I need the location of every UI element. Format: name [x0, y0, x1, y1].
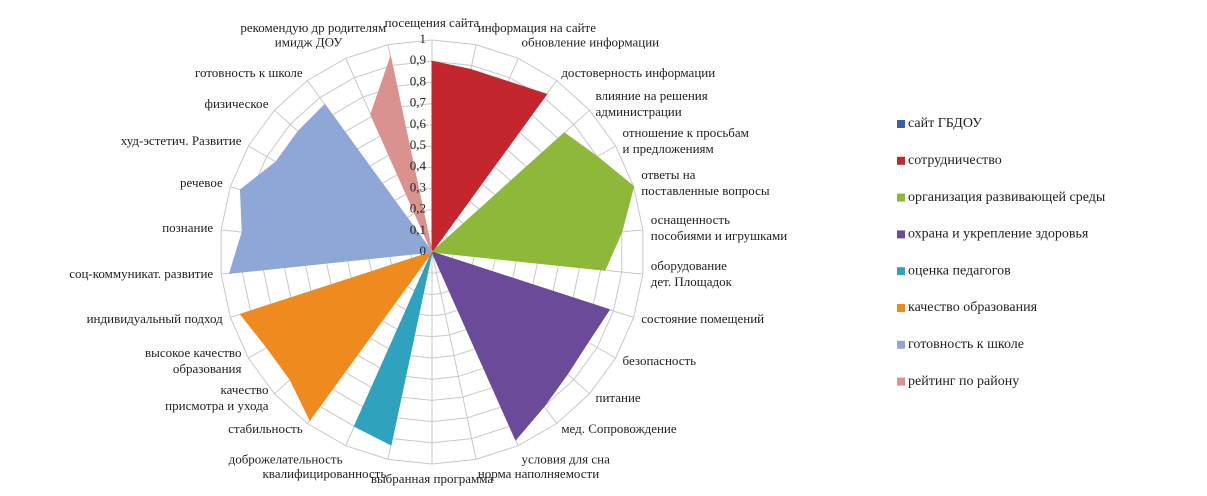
r-tick-label: 1 [420, 31, 427, 46]
label-line: оснащенность [651, 212, 730, 227]
label-line: поставленные вопросы [641, 183, 770, 198]
grid-spoke [431, 251, 477, 460]
r-tick-label: 0,1 [410, 222, 426, 237]
category-label: худ-эстетич. Развитие [121, 133, 242, 148]
r-tick-label: 0,2 [410, 201, 426, 216]
legend-swatch [897, 340, 905, 349]
label-line: влияние на решения [595, 88, 707, 103]
r-tick-label: 0,5 [410, 137, 426, 152]
category-label: рекомендую др родителям [240, 20, 386, 35]
legend-swatch [897, 304, 905, 312]
series-area [430, 132, 635, 271]
legend-label: готовность к школе [908, 337, 1024, 352]
category-label: познание [162, 220, 213, 235]
category-label: соц-коммуникат. развитие [69, 266, 213, 281]
category-label: состояние помещений [641, 311, 764, 326]
series-area [431, 251, 611, 441]
category-label: обновление информации [521, 35, 659, 50]
category-label: питание [595, 390, 640, 405]
legend-label: организация развивающей среды [908, 190, 1106, 205]
series-area [228, 103, 433, 274]
category-label: достоверность информации [561, 65, 715, 80]
category-label: норма наполняемости [478, 466, 599, 481]
label-line: администрации [595, 104, 681, 119]
category-label: ответы на поставленные вопросы [641, 167, 770, 198]
series-area [239, 251, 434, 422]
label-line: качество [220, 382, 268, 397]
category-label: посещения сайта [385, 15, 480, 30]
category-label: информация на сайте [478, 20, 597, 35]
r-tick-label: 0,9 [410, 52, 426, 67]
legend-label: рейтинг по району [908, 374, 1019, 389]
legend-label: охрана и укрепление здоровья [908, 227, 1089, 242]
category-label: выбранная программа [371, 471, 494, 486]
label-line: оборудование [651, 258, 727, 273]
r-tick-label: 0,3 [410, 179, 426, 194]
label-line: образования [173, 361, 242, 376]
legend-swatch [897, 267, 905, 276]
label-line: дет. Площадок [651, 274, 733, 289]
category-label: оснащенность пособиями и игрушками [651, 212, 787, 243]
legend-label: оценка педагогов [908, 263, 1011, 278]
category-label: имидж ДОУ [275, 35, 344, 50]
legend-swatch [897, 120, 905, 128]
legend-swatch [897, 156, 905, 165]
r-tick-label: 0,8 [410, 73, 426, 88]
legend-swatch [897, 193, 905, 202]
category-label: влияние на решения администрации [595, 88, 707, 119]
category-label: стабильность [228, 421, 303, 436]
legend-label: качество образования [908, 300, 1038, 315]
category-label: мед. Сопровождение [561, 421, 677, 436]
legend-swatch [897, 230, 905, 239]
category-label: условия для сна [521, 451, 610, 466]
legend-swatch [897, 377, 905, 386]
series-area [353, 251, 433, 446]
r-tick-label: 0 [420, 243, 427, 258]
label-line: и предложениям [623, 141, 714, 156]
label-line: высокое качество [145, 345, 241, 360]
label-line: пособиями и игрушками [651, 228, 787, 243]
category-label: высокое качество образования [145, 345, 242, 376]
legend-label: сайт ГБДОУ [908, 116, 982, 131]
category-label: качество присмотра и ухода [165, 382, 269, 413]
r-tick-label: 0,6 [410, 116, 427, 131]
r-tick-label: 0,7 [410, 95, 427, 110]
series-area [431, 60, 548, 254]
category-label: безопасность [623, 353, 697, 368]
label-line: присмотра и ухода [165, 398, 269, 413]
category-label: индивидуальный подход [87, 311, 224, 326]
category-label: доброжелательность [229, 451, 343, 466]
category-label: речевое [180, 175, 223, 190]
category-label: квалифицированность [262, 466, 386, 481]
category-label: оборудование дет. Площадок [651, 258, 733, 289]
r-tick-label: 0,4 [410, 158, 427, 173]
category-label: физическое [205, 96, 269, 111]
label-line: ответы на [641, 167, 695, 182]
legend-label: сотрудничество [908, 153, 1002, 168]
label-line: отношение к просьбам [623, 125, 749, 140]
category-label: отношение к просьбам и предложениям [623, 125, 749, 156]
category-label: готовность к школе [195, 65, 303, 80]
series-area [370, 55, 433, 253]
